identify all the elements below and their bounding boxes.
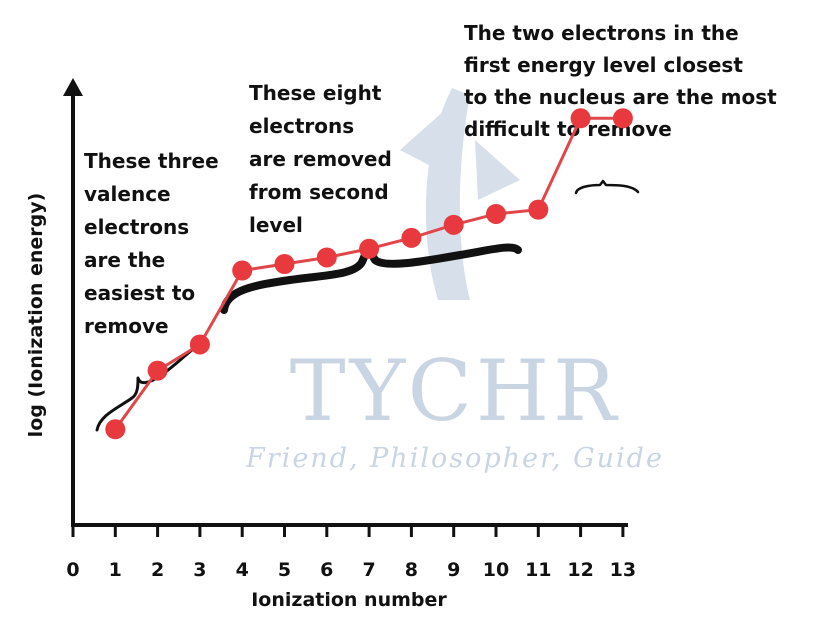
series-points bbox=[105, 108, 633, 440]
data-point bbox=[105, 419, 126, 440]
x-tick-label: 12 bbox=[567, 559, 593, 581]
valence-electrons-note: These three valence electrons are the easies… bbox=[84, 149, 219, 338]
x-tick-label: 9 bbox=[447, 559, 460, 581]
data-point bbox=[528, 199, 549, 220]
data-point bbox=[612, 108, 633, 129]
annotation-line: The two electrons in the bbox=[464, 21, 739, 45]
axes bbox=[63, 78, 628, 527]
watermark-logo bbox=[400, 88, 520, 300]
annotation-line: remove bbox=[84, 314, 169, 338]
x-tick-label: 13 bbox=[610, 559, 636, 581]
data-point bbox=[570, 108, 591, 129]
data-point bbox=[274, 254, 295, 274]
data-point bbox=[401, 227, 422, 248]
annotation-line: easiest to bbox=[84, 281, 195, 305]
annotation-line: from second bbox=[249, 180, 389, 204]
x-tick-label: 5 bbox=[278, 559, 291, 581]
x-tick-label: 10 bbox=[483, 559, 509, 581]
annotation-line: to the nucleus are the most bbox=[464, 85, 777, 109]
valence-brace bbox=[95, 348, 194, 432]
data-point bbox=[232, 260, 253, 281]
x-tick-label: 2 bbox=[151, 559, 164, 581]
data-point bbox=[316, 247, 337, 268]
annotation-line: electrons bbox=[249, 114, 354, 138]
y-axis-arrow bbox=[63, 78, 83, 96]
data-point bbox=[189, 334, 210, 355]
x-tick-label: 0 bbox=[66, 559, 79, 581]
x-tick-label: 6 bbox=[320, 559, 333, 581]
x-tick-label: 8 bbox=[405, 559, 418, 581]
annotation-line: first energy level closest bbox=[464, 53, 743, 77]
watermark-tagline: Friend, Philosopher, Guide bbox=[245, 443, 664, 474]
annotation-line: These three bbox=[84, 149, 219, 173]
data-point bbox=[359, 238, 380, 259]
x-axis-label: Ionization number bbox=[251, 589, 447, 611]
watermark: TYCHR Friend, Philosopher, Guide bbox=[245, 88, 664, 474]
second-level-note: These eight electrons are removed from seco… bbox=[249, 81, 392, 237]
data-point bbox=[147, 360, 168, 381]
x-tick-label: 4 bbox=[236, 559, 249, 581]
annotation-line: difficult to remove bbox=[464, 117, 672, 141]
x-tick-labels: 0 1 2 3 4 5 6 7 8 9 10 11 12 13 bbox=[66, 559, 636, 581]
annotation-line: electrons bbox=[84, 215, 189, 239]
first-level-note: The two electrons in the first energy lev… bbox=[464, 21, 777, 141]
data-point bbox=[443, 214, 464, 235]
annotation-line: level bbox=[249, 213, 303, 237]
x-tick-label: 11 bbox=[525, 559, 551, 581]
data-point bbox=[486, 203, 506, 224]
x-tick-label: 1 bbox=[109, 559, 122, 581]
y-axis-label: log (Ionization energy) bbox=[25, 193, 47, 438]
first-level-brace bbox=[574, 179, 640, 195]
watermark-brand: TYCHR bbox=[290, 342, 621, 440]
annotation-line: valence bbox=[84, 182, 171, 206]
annotation-line: These eight bbox=[249, 81, 382, 105]
x-tick-marks bbox=[71, 525, 625, 537]
annotation-line: are the bbox=[84, 248, 165, 272]
annotation-line: are removed bbox=[249, 147, 392, 171]
x-tick-label: 3 bbox=[193, 559, 206, 581]
x-tick-label: 7 bbox=[362, 559, 375, 581]
